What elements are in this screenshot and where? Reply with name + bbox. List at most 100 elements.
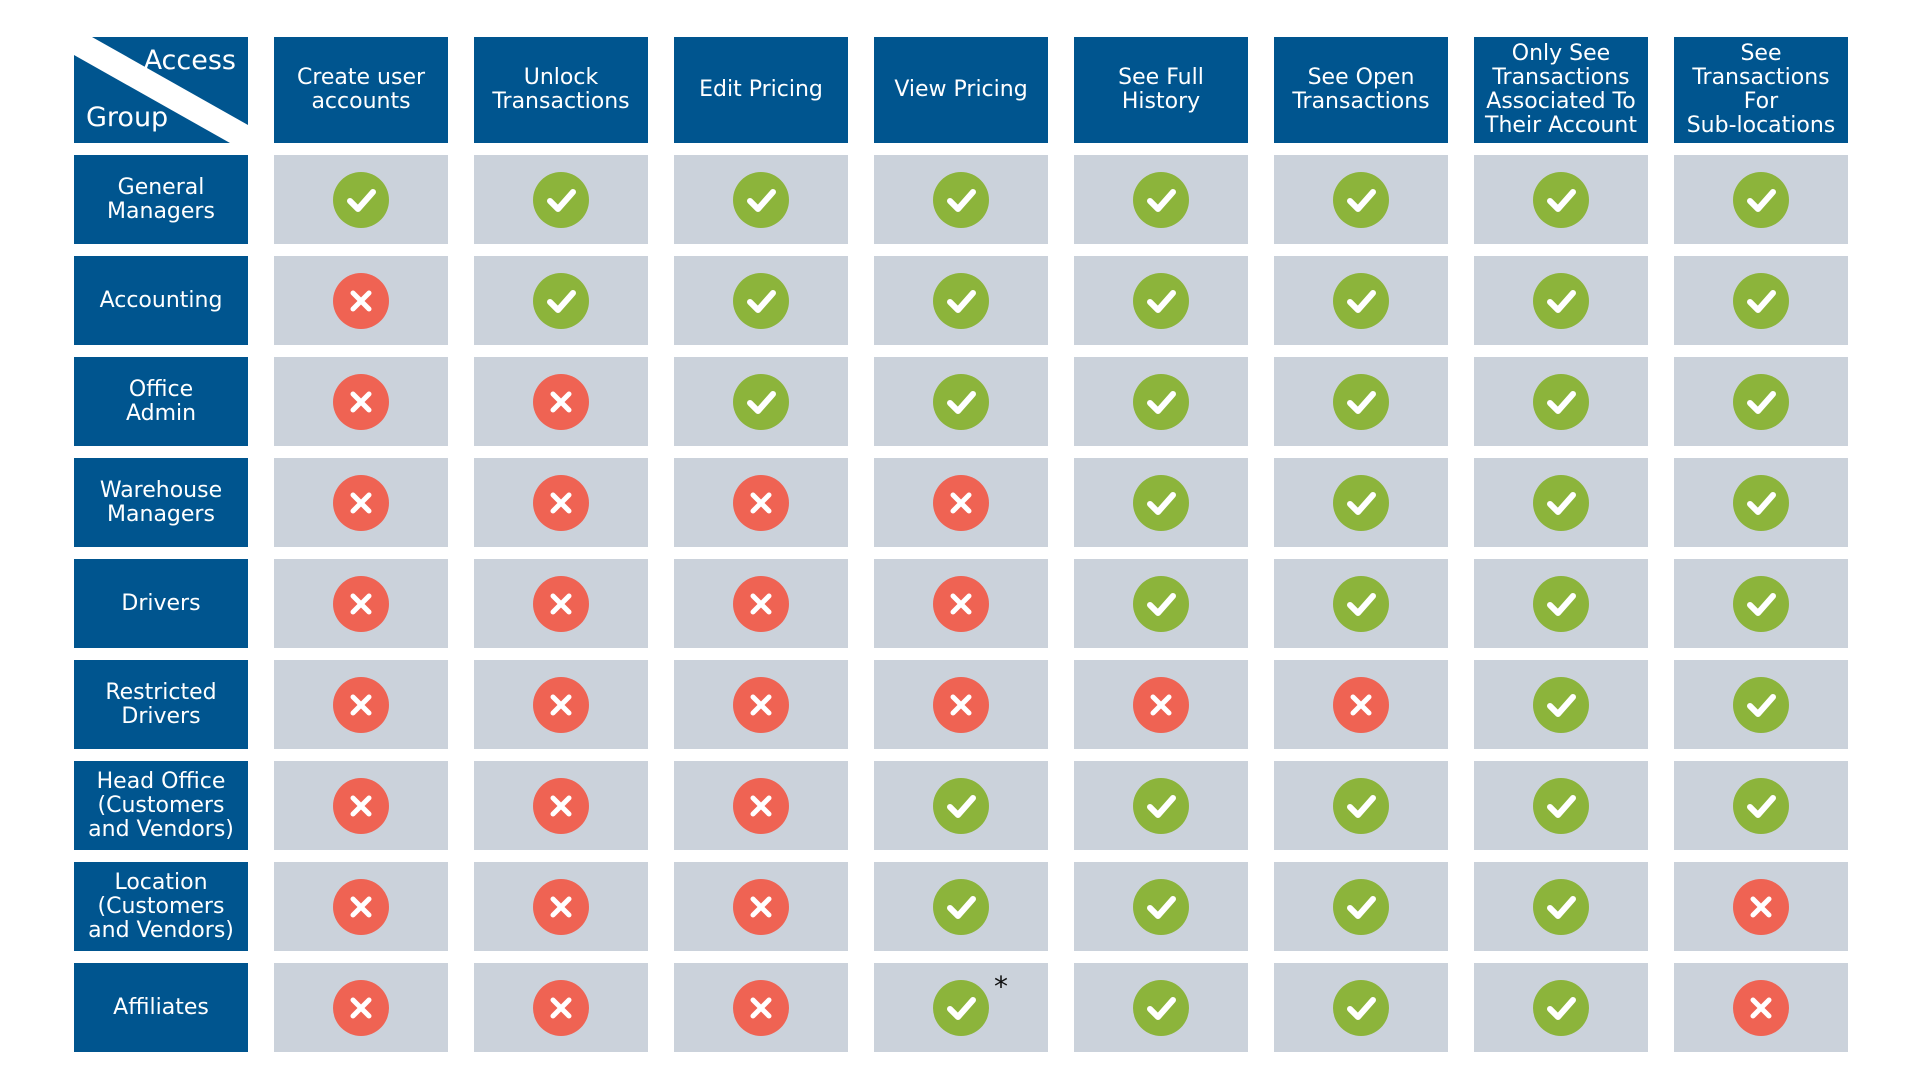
- permission-cell: [674, 862, 848, 951]
- permission-cell: [874, 458, 1048, 547]
- permission-cell: [474, 458, 648, 547]
- cross-icon: [1733, 979, 1789, 1036]
- check-icon: [1133, 171, 1189, 228]
- check-icon: [1333, 474, 1389, 531]
- diagonal-divider: [74, 37, 248, 143]
- permission-cell: [1074, 862, 1248, 951]
- check-icon: [933, 777, 989, 834]
- check-icon: [933, 272, 989, 329]
- permission-cell: [474, 155, 648, 244]
- cross-icon: [933, 676, 989, 733]
- check-icon: [1733, 575, 1789, 632]
- permission-cell: [674, 256, 848, 345]
- check-icon: [1533, 777, 1589, 834]
- permission-cell: [874, 155, 1048, 244]
- row-header: Head Office (Customers and Vendors): [74, 761, 248, 850]
- check-icon: [1333, 373, 1389, 430]
- row-header: Office Admin: [74, 357, 248, 446]
- check-icon: [933, 878, 989, 935]
- permission-cell: [1474, 458, 1648, 547]
- cross-icon: [333, 979, 389, 1036]
- access-matrix: Access Group Create user accounts Unlock …: [74, 37, 1848, 1052]
- check-icon: [1533, 272, 1589, 329]
- column-header: See Transactions For Sub-locations: [1674, 37, 1848, 143]
- permission-cell: [1274, 458, 1448, 547]
- permission-cell: [1274, 963, 1448, 1052]
- row-header: General Managers: [74, 155, 248, 244]
- cross-icon: [533, 777, 589, 834]
- permission-cell: [1474, 660, 1648, 749]
- permission-cell: [474, 862, 648, 951]
- cross-icon: [733, 777, 789, 834]
- permission-cell: [474, 761, 648, 850]
- column-header: Unlock Transactions: [474, 37, 648, 143]
- cross-icon: [533, 575, 589, 632]
- access-label: Access: [143, 45, 236, 76]
- permission-cell: [274, 155, 448, 244]
- check-icon: [1333, 878, 1389, 935]
- column-header: Create user accounts: [274, 37, 448, 143]
- cross-icon: [333, 777, 389, 834]
- check-icon: [933, 171, 989, 228]
- permission-cell: [1074, 963, 1248, 1052]
- permission-cell: [674, 357, 848, 446]
- cross-icon: [1333, 676, 1389, 733]
- permission-cell: [874, 761, 1048, 850]
- permission-cell: [1474, 155, 1648, 244]
- check-icon: [1733, 171, 1789, 228]
- permission-cell: [1274, 559, 1448, 648]
- check-icon: [1333, 575, 1389, 632]
- permission-cell: [674, 458, 848, 547]
- permission-cell: [1074, 660, 1248, 749]
- permission-cell: [674, 660, 848, 749]
- cross-icon: [533, 373, 589, 430]
- permission-cell: [1674, 155, 1848, 244]
- group-label: Group: [86, 102, 169, 133]
- permission-cell: [1674, 458, 1848, 547]
- permission-cell: [874, 256, 1048, 345]
- cross-icon: [333, 575, 389, 632]
- permission-cell: [874, 357, 1048, 446]
- cross-icon: [1733, 878, 1789, 935]
- cross-icon: [733, 979, 789, 1036]
- check-icon: [1533, 979, 1589, 1036]
- check-icon: [1133, 777, 1189, 834]
- check-icon: [733, 373, 789, 430]
- column-header: Only See Transactions Associated To Thei…: [1474, 37, 1648, 143]
- permission-cell: [1274, 155, 1448, 244]
- check-icon: [1533, 373, 1589, 430]
- row-header: Drivers: [74, 559, 248, 648]
- check-icon: [1733, 474, 1789, 531]
- check-icon: [733, 171, 789, 228]
- check-icon: [1133, 373, 1189, 430]
- permission-cell: [874, 660, 1048, 749]
- check-icon: [1533, 676, 1589, 733]
- check-icon: [333, 171, 389, 228]
- permission-cell: [1074, 761, 1248, 850]
- cross-icon: [533, 676, 589, 733]
- permission-cell: *: [874, 963, 1048, 1052]
- permission-cell: [1674, 963, 1848, 1052]
- permission-cell: [1074, 559, 1248, 648]
- permission-cell: [474, 256, 648, 345]
- permission-cell: [1074, 256, 1248, 345]
- permission-cell: [1674, 761, 1848, 850]
- check-icon: [1533, 878, 1589, 935]
- permission-cell: [274, 963, 448, 1052]
- column-header: Edit Pricing: [674, 37, 848, 143]
- permission-cell: [1274, 862, 1448, 951]
- permission-cell: [474, 660, 648, 749]
- permission-cell: [1474, 963, 1648, 1052]
- permission-cell: [1074, 357, 1248, 446]
- permission-cell: [674, 155, 848, 244]
- check-icon: [1733, 272, 1789, 329]
- permission-cell: [874, 559, 1048, 648]
- check-icon: [533, 171, 589, 228]
- cross-icon: [733, 474, 789, 531]
- permission-cell: [274, 256, 448, 345]
- check-icon: [933, 979, 989, 1036]
- permission-cell: [1274, 256, 1448, 345]
- row-header: Restricted Drivers: [74, 660, 248, 749]
- column-header: See Open Transactions: [1274, 37, 1448, 143]
- row-header: Accounting: [74, 256, 248, 345]
